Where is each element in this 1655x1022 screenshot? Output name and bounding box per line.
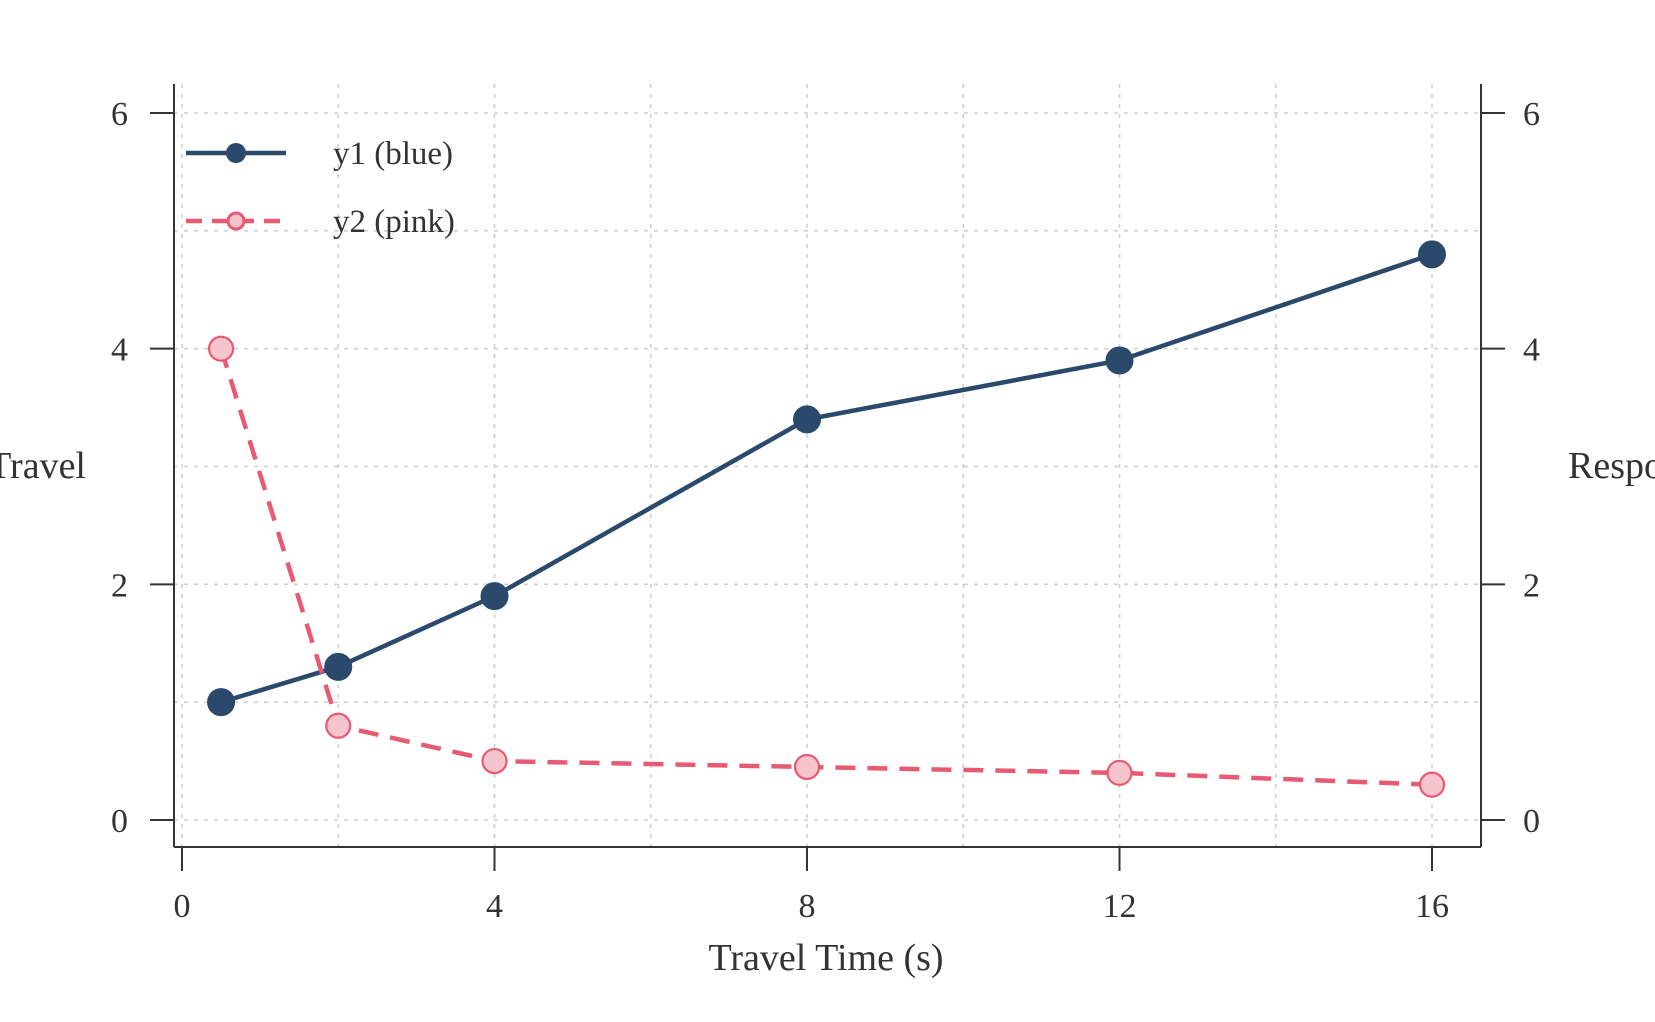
y-axis-label-left: Travel <box>0 445 86 487</box>
series-layer <box>207 240 1446 798</box>
data-point <box>325 712 352 739</box>
y-tick-label-right: 4 <box>1523 332 1540 369</box>
x-tick-label: 12 <box>1103 888 1137 925</box>
data-point <box>1418 771 1446 798</box>
data-point <box>207 335 235 362</box>
series-line <box>218 347 1433 787</box>
y-tick-label-left: 4 <box>111 332 128 369</box>
x-tick-label: 8 <box>799 888 816 925</box>
data-point <box>324 652 353 681</box>
data-point <box>481 747 508 775</box>
legend-label: y1 (blue) <box>333 136 453 172</box>
y-tick-label-left: 0 <box>111 803 128 840</box>
data-point <box>793 753 821 781</box>
y-tick-label-left: 6 <box>111 96 128 133</box>
x-tick-label: 4 <box>486 888 503 925</box>
data-point <box>793 405 821 434</box>
data-point <box>1106 759 1133 786</box>
legend-marker <box>226 143 246 163</box>
data-point <box>1105 346 1134 375</box>
legend-item-2: y2 (pink) <box>186 204 455 240</box>
y-tick-label-left: 2 <box>111 567 128 604</box>
legend-label: y2 (pink) <box>333 204 455 240</box>
y-axis-label-right: Respo <box>1568 445 1655 487</box>
x-tick-label: 0 <box>174 888 191 925</box>
y-tick-label-right: 0 <box>1523 803 1540 840</box>
y-tick-label-right: 2 <box>1523 567 1540 604</box>
series-2 <box>207 335 1446 798</box>
legend: y1 (blue) y2 (pink) <box>186 136 455 240</box>
grid <box>174 84 1481 847</box>
data-point <box>207 688 236 717</box>
data-point <box>1418 240 1446 269</box>
legend-marker <box>226 211 246 231</box>
x-tick-label: 16 <box>1415 888 1449 925</box>
series-line <box>220 252 1433 705</box>
axes: 0 4 8 12 16 0 0 2 2 4 4 6 6 <box>111 84 1540 925</box>
legend-item-1: y1 (blue) <box>186 136 453 172</box>
data-point <box>480 582 509 611</box>
series-1 <box>207 240 1446 717</box>
y-tick-label-right: 6 <box>1523 96 1540 133</box>
x-axis-label: Travel Time (s) <box>708 937 943 979</box>
